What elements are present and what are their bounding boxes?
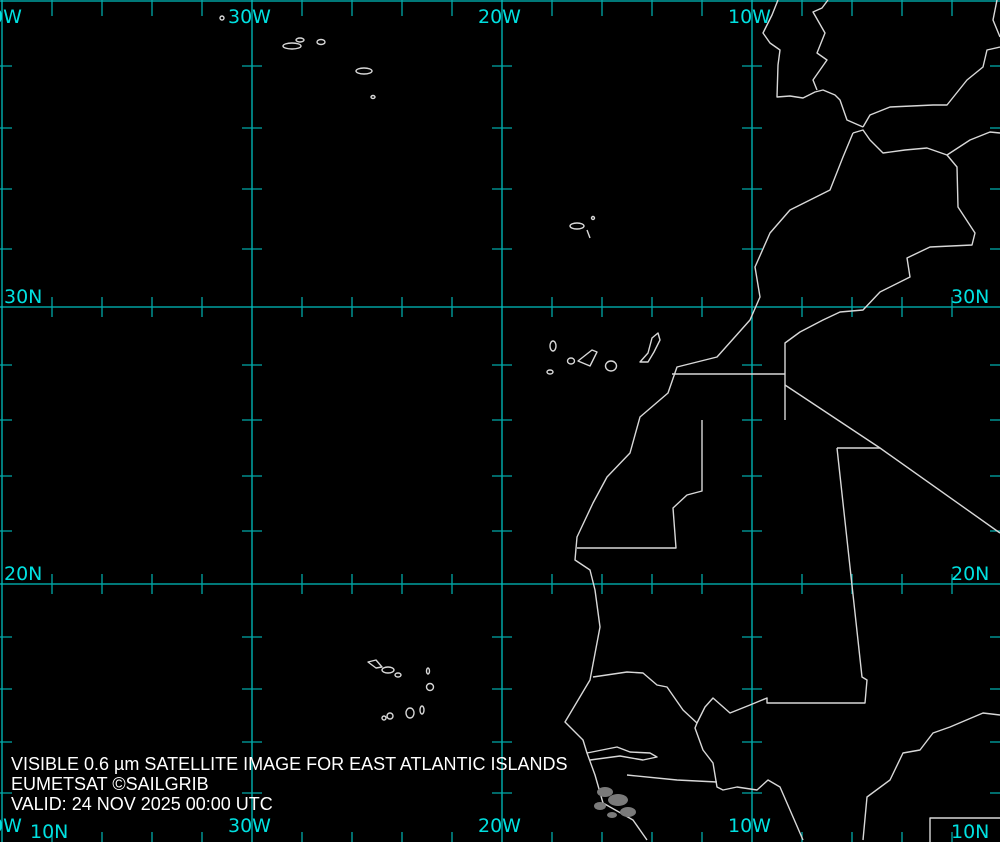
valid-time: VALID: 24 NOV 2025 00:00 UTC <box>11 794 273 814</box>
image-title: VISIBLE 0.6 µm SATELLITE IMAGE FOR EAST … <box>11 754 568 774</box>
border-senegal <box>592 671 804 841</box>
coastlines <box>219 0 1000 842</box>
bottom-label-30w: 30W <box>228 815 271 837</box>
top-label-30w: 30W <box>228 6 271 28</box>
border-bottom-right <box>929 817 1000 842</box>
coast-portugal <box>762 0 864 128</box>
coast-spain-east <box>992 0 1000 38</box>
top-label-40w: 0W <box>0 6 22 28</box>
canary-islands <box>546 332 661 375</box>
border-mali-guinea <box>862 712 1000 841</box>
right-label-10n: 10N <box>951 821 990 842</box>
left-label-10n: 10N <box>30 821 69 842</box>
top-label-20w: 20W <box>478 6 521 28</box>
border-gambia <box>586 746 658 761</box>
right-label-30n: 30N <box>951 286 990 308</box>
border-senegal-south <box>626 774 718 783</box>
coast-spain-south <box>862 46 1000 128</box>
border-mauritania-mali <box>696 447 868 724</box>
border-spain-portugal <box>812 0 829 91</box>
border-algeria-morocco <box>784 154 976 420</box>
azores-islands <box>219 15 376 100</box>
border-algeria-mauritania <box>784 384 1000 534</box>
coast-west-africa <box>564 132 854 841</box>
madeira-islands <box>569 215 596 239</box>
right-label-20n: 20N <box>951 563 990 585</box>
border-western-sahara-mauritania <box>577 420 703 549</box>
image-credit: EUMETSAT ©SAILGRIB <box>11 774 209 794</box>
left-label-30n: 30N <box>4 286 43 308</box>
top-label-10w: 10W <box>728 6 771 28</box>
bottom-label-10w: 10W <box>728 815 771 837</box>
left-label-20n: 20N <box>4 563 43 585</box>
bottom-label-20w: 20W <box>478 815 521 837</box>
coast-morocco-north <box>852 129 1000 156</box>
cape-verde-islands <box>367 659 435 721</box>
bissagos-archipelago-clouds <box>594 787 636 818</box>
bottom-label-40w: 0W <box>0 815 22 837</box>
